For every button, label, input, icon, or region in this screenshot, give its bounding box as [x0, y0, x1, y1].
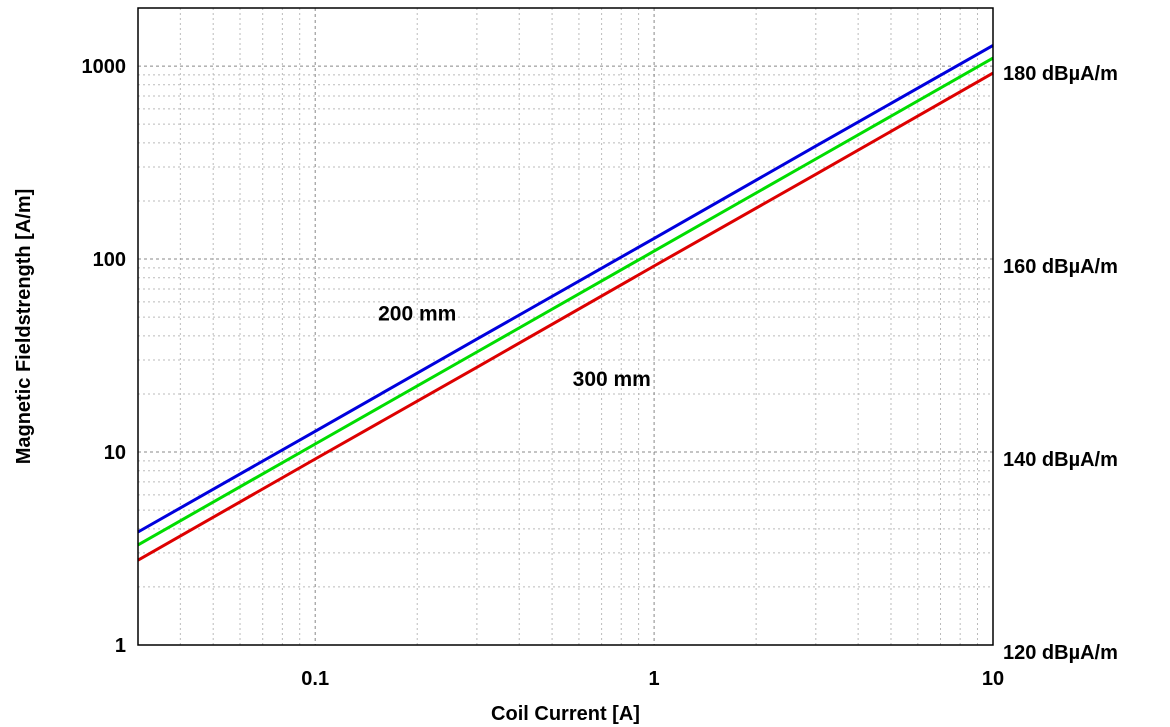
y-tick-label: 100: [93, 249, 126, 271]
series-annotation: 300 mm: [573, 368, 651, 391]
grid-minor: [137, 7, 993, 645]
y2-tick-label: 160 dBµA/m: [1003, 256, 1118, 278]
y2-tick-label: 140 dBµA/m: [1003, 449, 1118, 471]
x-tick-label: 10: [982, 668, 1004, 690]
plot-frame: [137, 7, 994, 646]
x-tick-label: 1: [649, 668, 660, 690]
y-axis-title: Magnetic Fieldstrength [A/m]: [13, 189, 35, 465]
y-tick-label: 1: [115, 635, 126, 657]
annotations: 200 mm 300 mm: [378, 303, 651, 391]
x-axis-title: Coil Current [A]: [491, 703, 640, 725]
series-line-0: [137, 44, 994, 534]
x-tick-label: 0.1: [301, 668, 329, 690]
y2-tick-label: 120 dBµA/m: [1003, 642, 1118, 664]
series-annotation: 200 mm: [378, 303, 456, 326]
y2-tick-label: 180 dBµA/m: [1003, 63, 1118, 85]
tick-labels: 0.1 1 10 1 10 100 1000 120 dBµA/m 140 dBµA/m 160 …: [82, 56, 1118, 690]
y-tick-label: 1000: [82, 56, 127, 78]
series-line-1: [137, 56, 994, 547]
grid-major: [138, 8, 994, 646]
y-tick-label: 10: [104, 442, 126, 464]
series-line-2: [137, 71, 994, 562]
series-layer: [137, 44, 994, 562]
